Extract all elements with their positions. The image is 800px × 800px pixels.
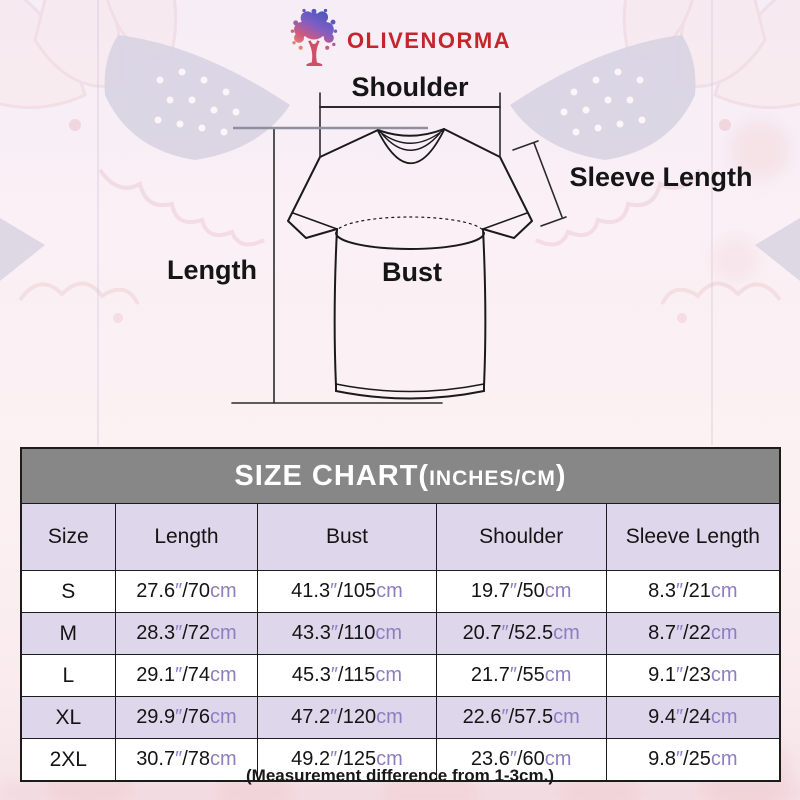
length-label: Length [167,255,257,285]
table-row-xl: XL 29.9″/76cm 47.2″/120cm 22.6″/57.5cm 9.4″/… [20,696,781,739]
column-header-bust: Bust [257,503,437,571]
measurement-cell: 8.7″/22cm [605,612,781,655]
table-row-2xl: 2XL 30.7″/78cm 49.2″/125cm 23.6″/60cm 9.8″/2… [20,738,781,782]
measurement-cell: 9.1″/23cm [605,654,781,697]
measurement-cell: 21.7″/55cm [435,654,607,697]
column-header-length: Length [114,503,259,571]
title-main: SIZE CHART( [234,459,430,492]
column-header-sleeve-length: Sleeve Length [605,503,781,571]
shoulder-label: Shoulder [351,72,469,102]
measurement-cell: 8.3″/21cm [605,570,781,613]
measurement-cell: 28.3″/72cm [114,612,259,655]
measurement-cell: 9.8″/25cm [605,738,781,782]
brand-name: OLIVENORMA [346,28,512,53]
measurement-cell: 41.3″/105cm [257,570,437,613]
measurement-cell: 29.9″/76cm [114,696,259,739]
size-cell: XL [20,696,116,739]
size-chart: SIZE CHART(INCHES/CM) Size Length Bust S… [20,447,781,782]
measurement-cell: 47.2″/120cm [257,696,437,739]
measurement-cell: 23.6″/60cm [435,738,607,782]
brand-logo: OLIVENORMA [289,8,511,66]
measurement-cell: 45.3″/115cm [257,654,437,697]
measurement-cell: 49.2″/125cm [257,738,437,782]
table-row-s: S 27.6″/70cm 41.3″/105cm 19.7″/50cm 8.3″/21c… [20,570,781,613]
size-cell: 2XL [20,738,116,782]
column-header-shoulder: Shoulder [435,503,607,571]
measurement-cell: 30.7″/78cm [114,738,259,782]
title-close: ) [555,459,567,492]
size-table-body: S 27.6″/70cm 41.3″/105cm 19.7″/50cm 8.3″/21c… [20,570,781,782]
size-cell: M [20,612,116,655]
measurement-cell: 22.6″/57.5cm [435,696,607,739]
title-units: INCHES/CM [429,466,556,490]
table-row-l: L 29.1″/74cm 45.3″/115cm 21.7″/55cm 9.1″/23c… [20,654,781,697]
measurement-cell: 9.4″/24cm [605,696,781,739]
size-chart-table: SIZE CHART(INCHES/CM) Size Length Bust S… [20,447,781,782]
size-cell: L [20,654,116,697]
measurement-cell: 29.1″/74cm [114,654,259,697]
measurement-cell: 19.7″/50cm [435,570,607,613]
size-chart-title-row: SIZE CHART(INCHES/CM) [20,447,781,504]
measurement-footnote: (Measurement difference from 1-3cm.) [246,766,554,785]
measurement-cell: 27.6″/70cm [114,570,259,613]
tree-icon [290,8,338,66]
sleeve-length-label: Sleeve Length [569,162,753,192]
size-chart-title: SIZE CHART(INCHES/CM) [20,447,781,504]
measurement-cell: 43.3″/110cm [257,612,437,655]
size-cell: S [20,570,116,613]
column-header-row: Size Length Bust Shoulder Sleeve Length [20,503,781,571]
bust-label: Bust [382,257,442,287]
column-header-size: Size [20,503,116,571]
measurement-cell: 20.7″/52.5cm [435,612,607,655]
table-row-m: M 28.3″/72cm 43.3″/110cm 20.7″/52.5cm 8.7″/2… [20,612,781,655]
